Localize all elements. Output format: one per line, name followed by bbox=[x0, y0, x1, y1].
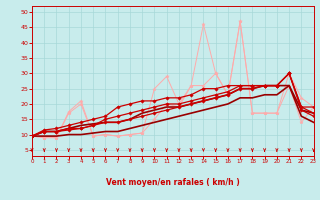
X-axis label: Vent moyen/en rafales ( km/h ): Vent moyen/en rafales ( km/h ) bbox=[106, 178, 240, 187]
